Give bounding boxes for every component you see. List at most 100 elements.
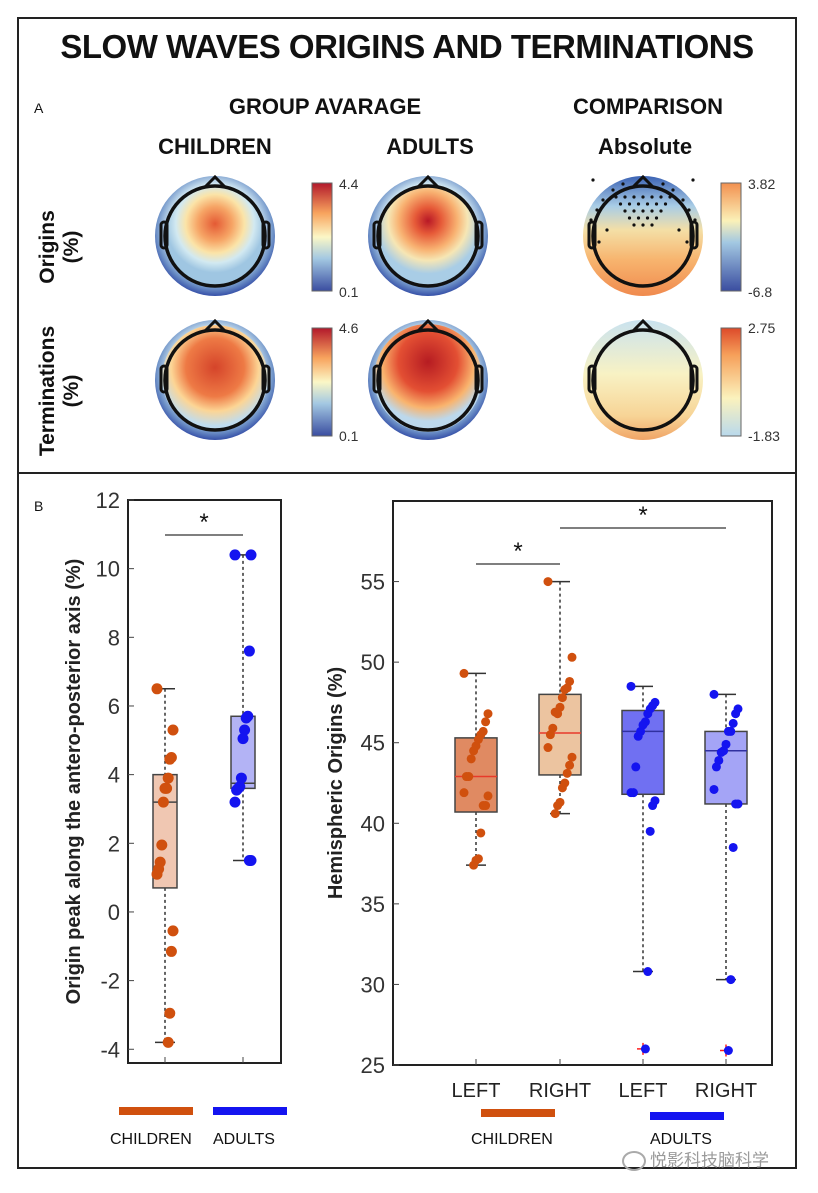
data-point [728,842,738,852]
data-point [235,772,247,784]
data-point [560,685,570,695]
data-point [165,945,177,957]
data-point [633,731,643,741]
electrode-dot [650,223,654,227]
electrode-dot [654,216,659,220]
data-point [229,796,241,808]
y-tick-label: 55 [361,570,385,595]
data-point [459,788,469,798]
data-point [626,681,636,691]
electrode-dot [601,198,605,202]
data-point [645,826,655,836]
data-point [157,796,169,808]
electrode-dot [597,240,601,244]
children-column-header: CHILDREN [158,134,272,159]
data-point [567,652,577,662]
topoplot-terminations-comparison [583,318,703,440]
electrode-dot [681,198,685,202]
panel-a-label: A [34,100,44,116]
adults-column-header: ADULTS [386,134,474,159]
topoplot-terminations-adults [368,318,488,440]
data-point [466,754,476,764]
data-point [461,772,471,782]
y-tick-label: 50 [361,650,385,675]
electrode-dot [589,218,593,222]
data-point [716,747,726,757]
data-point [151,868,163,880]
data-point [731,709,741,719]
watermark: 悦影科技脑科学 [622,1146,769,1171]
data-point [156,839,168,851]
electrode-dot [659,209,663,213]
legend-label-adults-right: ADULTS [650,1131,712,1148]
y-tick-label: 6 [108,694,120,719]
data-point [631,762,641,772]
data-point [478,801,488,811]
electrode-dot [668,195,672,199]
y-tick-label: 35 [361,892,385,917]
y-tick-label: 40 [361,811,385,836]
data-point [469,746,479,756]
data-point [469,860,479,870]
data-point [159,782,171,794]
electrode-dot [641,223,645,227]
electrode-dot [691,178,695,182]
data-point [643,709,653,719]
data-point [239,724,251,736]
legend-label-children-left: CHILDREN [110,1131,192,1148]
data-point [550,707,560,717]
data-point [557,693,567,703]
colorbar-origins-group [311,182,333,292]
electrode-dot [636,216,641,220]
legend-label-adults-left: ADULTS [213,1131,275,1148]
y-tick-label: 4 [108,763,120,788]
plot-frame [127,499,282,1064]
data-point [562,768,572,778]
y-tick-label: 25 [361,1053,385,1078]
plot-frame [392,500,773,1066]
absolute-column-header: Absolute [597,134,693,159]
data-point [162,772,174,784]
data-point [151,683,163,695]
data-point [723,1045,733,1055]
x-category-label: LEFT [452,1080,501,1102]
legend-swatch-adults-left [213,1107,287,1115]
electrode-dot [627,216,632,220]
data-point [167,925,179,937]
colorbar-terminations-group-min: 0.1 [339,428,359,444]
y-tick-label: 0 [108,900,120,925]
colorbar-origins-comparison [720,182,742,292]
data-point [481,717,491,727]
y-tick-label: 30 [361,972,385,997]
data-point [711,762,721,772]
electrode-dot [611,188,615,192]
data-point [545,730,555,740]
electrode-dot [636,202,641,206]
y-tick-label: 10 [96,557,120,582]
data-point [728,718,738,728]
electrode-dot [663,202,668,206]
data-point [162,1036,174,1048]
data-point [237,733,249,745]
colorbar-origins-comparison-min: -6.8 [748,284,773,300]
significance-star: * [199,509,208,536]
y-tick-label: 8 [108,625,120,650]
data-point [567,752,577,762]
topoplot-origins-comparison [583,174,703,296]
data-point [709,689,719,699]
electrode-dot [632,195,636,199]
y-tick-label: 12 [96,488,120,513]
significance-star: * [513,538,522,565]
electrode-dot [661,182,665,186]
electrode-dot [641,209,645,213]
data-point [245,549,257,561]
data-point [164,1007,176,1019]
electrode-dot [659,195,663,199]
topoplot-terminations-children [155,318,275,440]
data-point [483,791,493,801]
electrode-dot [632,223,636,227]
x-category-label: LEFT [619,1080,668,1102]
data-point [459,668,469,678]
data-point [723,726,733,736]
legend-swatch-adults-right [650,1112,724,1120]
